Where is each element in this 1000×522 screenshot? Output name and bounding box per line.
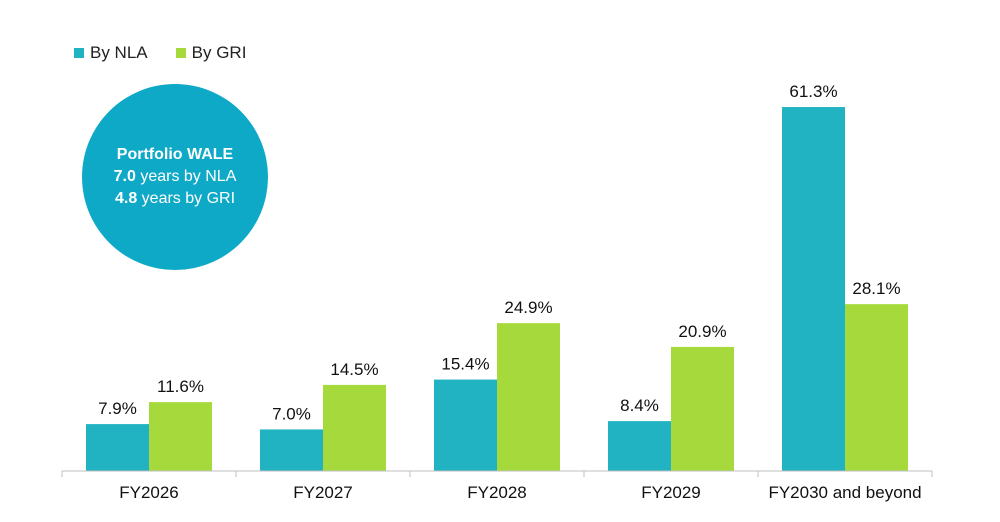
bar-nla-fy2027 [260,429,323,471]
value-label-gri: 14.5% [330,360,378,379]
legend: By NLA By GRI [74,43,246,63]
value-label-gri: 11.6% [157,377,204,396]
legend-item-nla: By NLA [74,43,148,63]
legend-label-gri: By GRI [191,43,247,62]
value-label-nla: 7.9% [98,399,137,418]
wale-nla-value: 7.0 [113,168,136,185]
value-label-nla: 61.3% [789,82,837,101]
legend-label-nla: By NLA [90,43,148,62]
value-labels-group: 7.9% 11.6% 7.0% 14.5% 15.4% 24.9% 8.4% 20.9% 61.… [98,82,900,423]
wale-nla-text: years by NLA [135,168,237,185]
bar-gri-fy2026 [149,402,212,471]
category-label: FY2029 [641,483,701,502]
bar-gri-fy2027 [323,384,386,471]
wale-title: Portfolio WALE [116,146,234,163]
wale-nla-line: 7.0 years by NLA [114,166,237,188]
category-label: FY2027 [293,483,353,502]
legend-swatch-nla [74,48,84,58]
bar-gri-fy2030-and-beyond [845,304,908,471]
value-label-gri: 24.9% [504,298,552,317]
bar-nla-fy2029 [608,421,671,471]
bar-nla-fy2030-and-beyond [782,107,845,471]
category-label: FY2026 [119,483,179,502]
category-label: FY2028 [467,483,527,502]
value-label-gri: 28.1% [852,279,900,298]
category-label: FY2030 and beyond [768,483,921,502]
value-label-nla: 7.0% [272,404,311,423]
wale-gri-text: years by GRI [137,190,236,207]
legend-item-gri: By GRI [175,43,247,63]
value-label-gri: 20.9% [678,322,726,341]
value-label-nla: 8.4% [620,396,659,415]
wale-gri-line: 4.8 years by GRI [115,188,235,210]
bars-group [86,107,908,471]
portfolio-wale-circle: Portfolio WALE 7.0 years by NLA 4.8 year… [82,84,268,270]
bar-nla-fy2026 [86,424,149,471]
wale-gri-value: 4.8 [114,190,138,207]
category-labels-group: FY2026 FY2027 FY2028 FY2029 FY2030 and beyon… [119,483,921,502]
x-axis [61,470,933,477]
bar-gri-fy2028 [497,323,560,471]
bar-gri-fy2029 [671,346,734,471]
legend-swatch-gri [175,48,186,58]
bar-nla-fy2028 [434,379,497,471]
value-label-nla: 15.4% [441,355,489,374]
